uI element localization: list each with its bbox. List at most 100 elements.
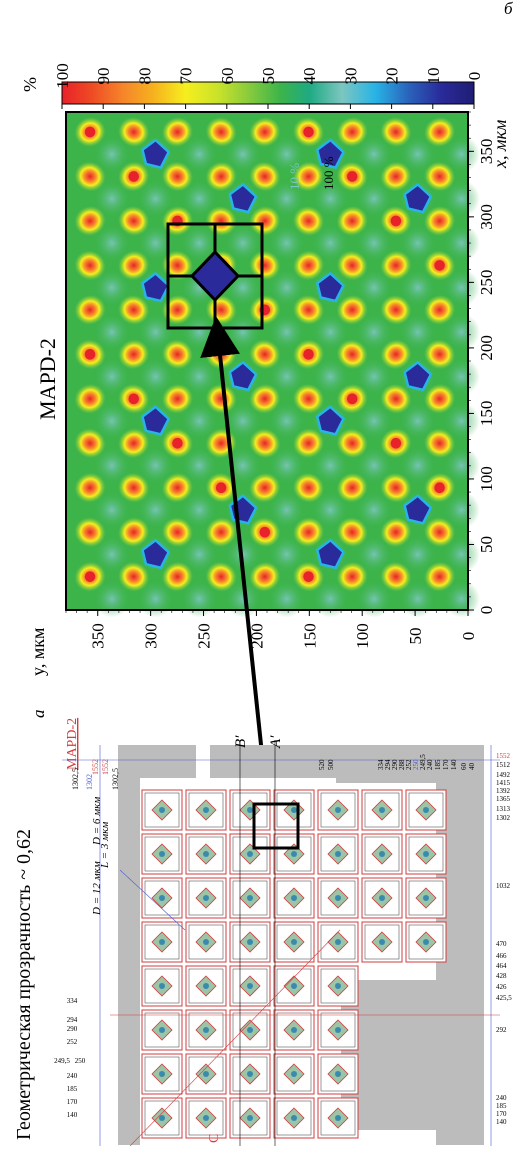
heat-peak [303,348,314,360]
cell-dot [159,895,165,901]
cell-inner [232,792,268,828]
cell-dot [379,895,385,901]
cold-spot [403,360,433,392]
heat-mid [355,313,393,351]
heat-spot [118,472,150,503]
y-tick-label: 100 [353,623,372,649]
heat-mid [443,580,480,618]
heat-spot [424,517,456,548]
heat-mid [224,135,262,173]
heat-mid [443,357,480,396]
cell-dot [335,939,341,945]
colorbar-tick-label: 100 [53,63,72,89]
cell-inner [188,1100,224,1136]
dim-label: 1302,5 [71,768,80,790]
heat-mid [268,402,306,440]
cell-inner [188,1012,224,1048]
cell-inner [320,792,356,828]
y-tick-label: 150 [300,623,319,649]
panel-a-letter: а [29,710,48,719]
heat-spot [424,206,456,236]
cell-dot [247,895,253,901]
heat-mid [443,402,480,440]
cell-dot [423,939,429,945]
heat-mid [355,580,393,618]
heat-mid [443,224,480,262]
heat-spot [249,561,281,592]
dim-label: 170 [442,759,450,770]
dim-label: 1552 [101,759,110,775]
heat-spot [249,339,281,370]
section-A-label: A′ [268,735,284,749]
x-tick-label: 50 [477,536,496,553]
heat-mid [355,180,393,218]
heat-spot [205,561,237,592]
heat-mid [224,580,262,618]
heat-spot [292,383,325,414]
dim-label: 250 [75,1057,86,1065]
dim-label: 252 [405,759,413,770]
heat-mid [268,135,306,173]
heat-spot [118,428,150,459]
dim-label: 466 [496,952,507,960]
heat-mid [399,580,437,618]
colorbar-ticks: 100 90 80 70 60 50 40 30 20 10 0 [53,63,484,109]
heat-spot [336,117,368,147]
heat-spot [424,294,456,325]
heat-mid [180,224,218,262]
heat-spot [249,472,281,503]
heat-mid [93,491,131,529]
heat-peak [346,171,358,182]
heat-mid [268,268,306,307]
cell-inner [320,880,356,916]
heat-spot [74,428,106,459]
dim-label: 185 [434,759,442,770]
dim-label: 140 [67,1111,78,1119]
cell-dot [159,807,165,813]
heat-peak [390,437,402,449]
heat-mid [93,268,131,307]
cell-inner [320,924,356,960]
dim-label: 1552 [91,759,100,775]
cell-dot [203,1115,209,1121]
cell-dot [335,1071,341,1077]
cell-inner [232,924,268,960]
heat-spot [249,428,281,459]
cell-inner [188,880,224,916]
cell-inner [276,1100,312,1136]
dim-label: 288 [398,759,406,770]
heat-mid [312,180,349,218]
heat-spot [118,206,150,236]
colorbar-unit: % [20,77,40,92]
cell [317,833,359,875]
heat-spot [118,117,150,147]
heat-peak [390,215,402,227]
cold-spot [403,494,433,525]
dim-label: 1032 [496,882,511,890]
heat-spot [424,161,456,192]
cell-dot [291,807,297,813]
section-C-label: C [207,1134,222,1143]
heat-spot [249,250,281,281]
dim-label: 470 [496,940,507,948]
cell-dot [335,807,341,813]
heat-mid [399,224,437,262]
dim-label: 252 [67,1038,78,1046]
heat-mid [399,446,437,485]
heat-spot [74,472,106,503]
cell-grid [141,789,447,1139]
cell-inner [144,968,180,1004]
cold-spot [228,360,258,392]
colorbar-tick-label: 40 [300,68,319,85]
dim-label: 240 [496,1094,507,1102]
heat-mid [355,491,393,529]
colorbar-tick-label: 50 [259,68,278,85]
heat-spot [292,294,325,325]
x-tick-label: 300 [477,204,496,230]
y-axis-label: y, мкм [28,628,48,676]
heat-mid [443,491,480,529]
heat-mid [180,357,218,396]
dim-label: 290 [391,759,399,770]
x-tick-label: 0 [477,606,496,615]
